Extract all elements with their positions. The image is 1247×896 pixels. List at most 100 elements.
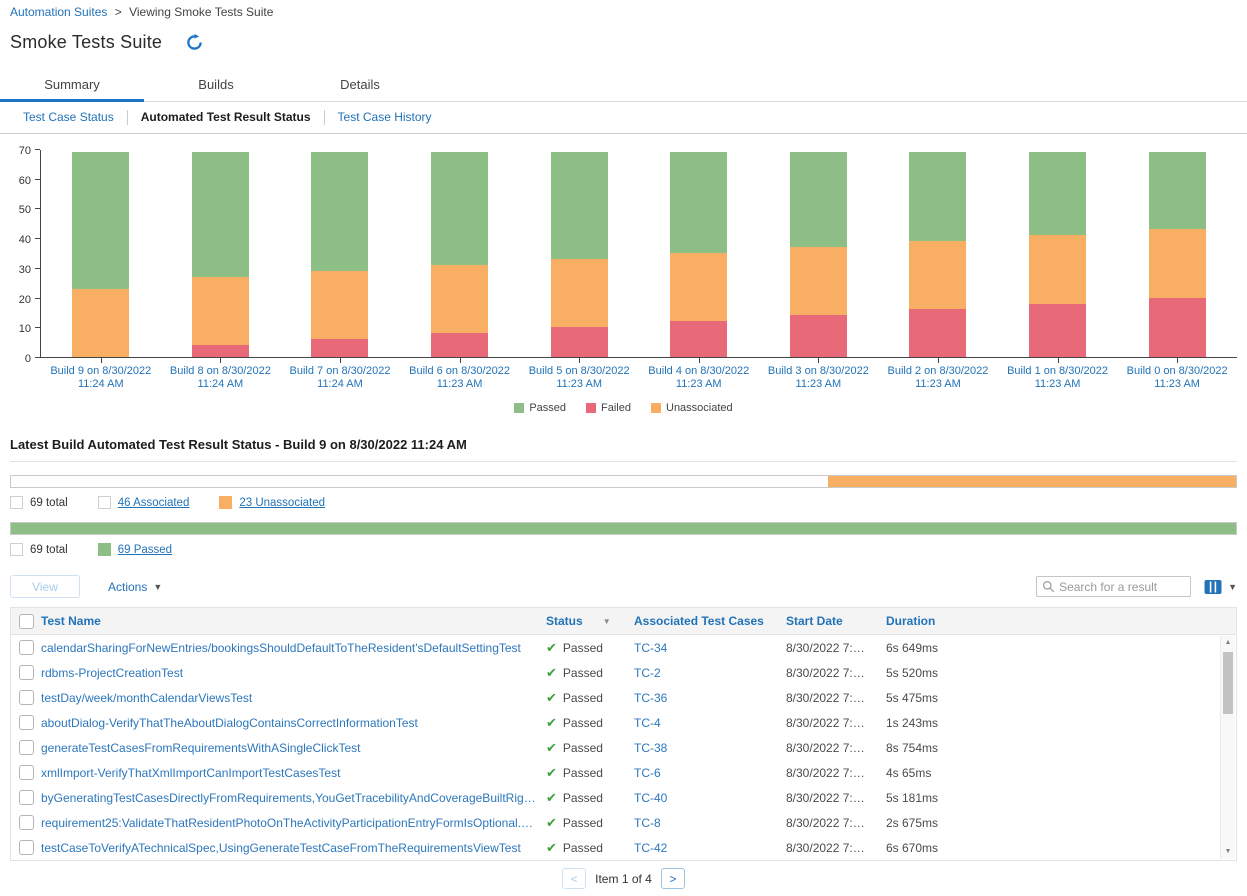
stacked-bar xyxy=(1148,152,1206,357)
status-cell: ✔ Passed xyxy=(546,815,634,831)
test-name-link[interactable]: rdbms-ProjectCreationTest xyxy=(41,665,184,680)
x-label-build-6-on-8-30-2022[interactable]: Build 6 on 8/30/2022 11:23 AM xyxy=(400,365,520,391)
x-label-build-1-on-8-30-2022[interactable]: Build 1 on 8/30/2022 11:23 AM xyxy=(998,365,1118,391)
breadcrumb-link-automation-suites[interactable]: Automation Suites xyxy=(10,5,108,19)
legend-item-69-passed: 69 Passed xyxy=(97,543,173,556)
x-label-build-0-on-8-30-2022[interactable]: Build 0 on 8/30/2022 11:23 AM xyxy=(1117,365,1237,391)
test-name-link[interactable]: testDay/week/monthCalendarViewsTest xyxy=(41,690,253,705)
test-name-link[interactable]: byGeneratingTestCasesDirectlyFromRequire… xyxy=(41,790,546,805)
y-tick-mark xyxy=(35,327,40,329)
x-label-build-2-on-8-30-2022[interactable]: Build 2 on 8/30/2022 11:23 AM xyxy=(878,365,998,391)
tab-summary[interactable]: Summary xyxy=(0,70,144,102)
row-checkbox[interactable] xyxy=(19,815,34,830)
test-name-link[interactable]: requirement25:ValidateThatResidentPhotoO… xyxy=(41,815,544,830)
table-row: xmlImport-VerifyThatXmlImportCanImportTe… xyxy=(11,760,1236,785)
start-date-cell: 8/30/2022 7:… xyxy=(786,640,865,655)
pagination: < Item 1 of 4 > xyxy=(10,868,1237,889)
row-checkbox[interactable] xyxy=(19,715,34,730)
row-checkbox[interactable] xyxy=(19,640,34,655)
passed-check-icon: ✔ xyxy=(546,664,557,680)
search-input[interactable] xyxy=(1059,579,1186,594)
table-row: testCaseToVerifyATechnicalSpec,UsingGene… xyxy=(11,835,1236,860)
test-name-link[interactable]: testCaseToVerifyATechnicalSpec,UsingGene… xyxy=(41,840,521,855)
associated-test-case-link[interactable]: TC-8 xyxy=(634,815,661,830)
refresh-button[interactable] xyxy=(186,34,203,51)
associated-test-case-link[interactable]: TC-42 xyxy=(634,840,668,855)
duration-cell: 5s 181ms xyxy=(886,790,939,805)
legend-label: Passed xyxy=(529,402,567,414)
tab-details[interactable]: Details xyxy=(340,77,380,92)
associated-test-case-link[interactable]: TC-36 xyxy=(634,690,668,705)
legend-swatch-passed xyxy=(514,403,525,413)
title-row: Smoke Tests Suite xyxy=(10,32,1237,53)
subtab-automated-test-result-status[interactable]: Automated Test Result Status xyxy=(126,110,324,125)
passed-check-icon: ✔ xyxy=(546,764,557,780)
bar-segment-passed xyxy=(789,152,847,248)
tab-builds[interactable]: Builds xyxy=(198,77,234,92)
x-label-build-9-on-8-30-2022[interactable]: Build 9 on 8/30/2022 11:24 AM xyxy=(41,365,161,391)
link-69-passed[interactable]: 69 Passed xyxy=(117,543,173,556)
link-46-associated[interactable]: 46 Associated xyxy=(117,496,190,509)
swatch-69-passed xyxy=(97,543,111,556)
start-date-cell: 8/30/2022 7:… xyxy=(786,665,865,680)
bar-segment-failed xyxy=(1148,297,1206,357)
divider xyxy=(10,461,1237,462)
status-filter-icon[interactable]: ▼ xyxy=(602,616,611,626)
bar-segment-passed xyxy=(1148,152,1206,230)
associated-test-case-link[interactable]: TC-4 xyxy=(634,715,661,730)
scroll-down-arrow-icon[interactable]: ▼ xyxy=(1224,848,1232,855)
view-button[interactable]: View xyxy=(10,575,80,598)
associated-test-case-link[interactable]: TC-6 xyxy=(634,765,661,780)
x-label-build-8-on-8-30-2022[interactable]: Build 8 on 8/30/2022 11:24 AM xyxy=(161,365,281,391)
row-checkbox[interactable] xyxy=(19,690,34,705)
x-label-build-4-on-8-30-2022[interactable]: Build 4 on 8/30/2022 11:23 AM xyxy=(639,365,759,391)
status-label: Passed xyxy=(562,640,603,655)
test-name-link[interactable]: aboutDialog-VerifyThatTheAboutDialogCont… xyxy=(41,715,418,730)
column-header-start-date[interactable]: Start Date xyxy=(786,614,886,628)
status-cell: ✔ Passed xyxy=(546,765,634,781)
column-header-test-name[interactable]: Test Name xyxy=(41,614,546,628)
column-header-duration[interactable]: Duration xyxy=(886,614,1236,628)
table-scrollbar[interactable]: ▲ ▼ xyxy=(1220,636,1235,859)
column-header-status[interactable]: Status ▼ xyxy=(546,614,634,628)
bar-segment-passed xyxy=(909,152,967,242)
stacked-bar xyxy=(789,152,847,357)
row-checkbox[interactable] xyxy=(19,790,34,805)
swatch-46-associated xyxy=(97,496,111,509)
bar-segment-failed xyxy=(431,333,489,357)
columns-button[interactable]: ▼ xyxy=(1204,579,1237,595)
subtab-test-case-history[interactable]: Test Case History xyxy=(323,110,445,125)
chart-x-labels: Build 9 on 8/30/2022 11:24 AM Build 8 on 8… xyxy=(41,365,1237,391)
column-header-associated-test-cases[interactable]: Associated Test Cases xyxy=(634,614,786,628)
prev-page-button[interactable]: < xyxy=(562,868,587,889)
bar-segment-unassociated xyxy=(550,258,608,328)
bar-segment-unassociated xyxy=(789,247,847,316)
associated-test-case-link[interactable]: TC-40 xyxy=(634,790,668,805)
bar-segment-passed xyxy=(191,152,249,277)
link-23-unassociated[interactable]: 23 Unassociated xyxy=(239,496,326,509)
scrollbar-thumb[interactable] xyxy=(1223,652,1233,714)
test-name-link[interactable]: xmlImport-VerifyThatXmlImportCanImportTe… xyxy=(41,765,341,780)
next-page-button[interactable]: > xyxy=(660,868,685,889)
subtab-test-case-status[interactable]: Test Case Status xyxy=(23,110,114,124)
legend-item-23-unassociated: 23 Unassociated xyxy=(219,496,325,509)
row-checkbox[interactable] xyxy=(19,740,34,755)
row-checkbox[interactable] xyxy=(19,765,34,780)
row-checkbox[interactable] xyxy=(19,840,34,855)
associated-test-case-link[interactable]: TC-2 xyxy=(634,665,661,680)
y-tick-label: 10 xyxy=(18,323,31,336)
y-tick-mark xyxy=(35,267,40,269)
test-name-link[interactable]: generateTestCasesFromRequirementsWithASi… xyxy=(41,740,361,755)
associated-test-case-link[interactable]: TC-34 xyxy=(634,640,668,655)
scroll-up-arrow-icon[interactable]: ▲ xyxy=(1224,639,1232,646)
associated-test-case-link[interactable]: TC-38 xyxy=(634,740,668,755)
row-checkbox[interactable] xyxy=(19,665,34,680)
select-all-checkbox[interactable] xyxy=(19,613,34,629)
test-name-link[interactable]: calendarSharingForNewEntries/bookingsSho… xyxy=(41,640,521,655)
bar-column-build-0-on-8-30-2022 xyxy=(1117,150,1237,363)
x-label-line1: Build 4 on 8/30/2022 xyxy=(648,365,750,377)
x-label-build-7-on-8-30-2022[interactable]: Build 7 on 8/30/2022 11:24 AM xyxy=(280,365,400,391)
x-label-build-5-on-8-30-2022[interactable]: Build 5 on 8/30/2022 11:23 AM xyxy=(519,365,639,391)
x-label-build-3-on-8-30-2022[interactable]: Build 3 on 8/30/2022 11:23 AM xyxy=(759,365,879,391)
actions-button[interactable]: Actions ▼ xyxy=(108,580,162,594)
